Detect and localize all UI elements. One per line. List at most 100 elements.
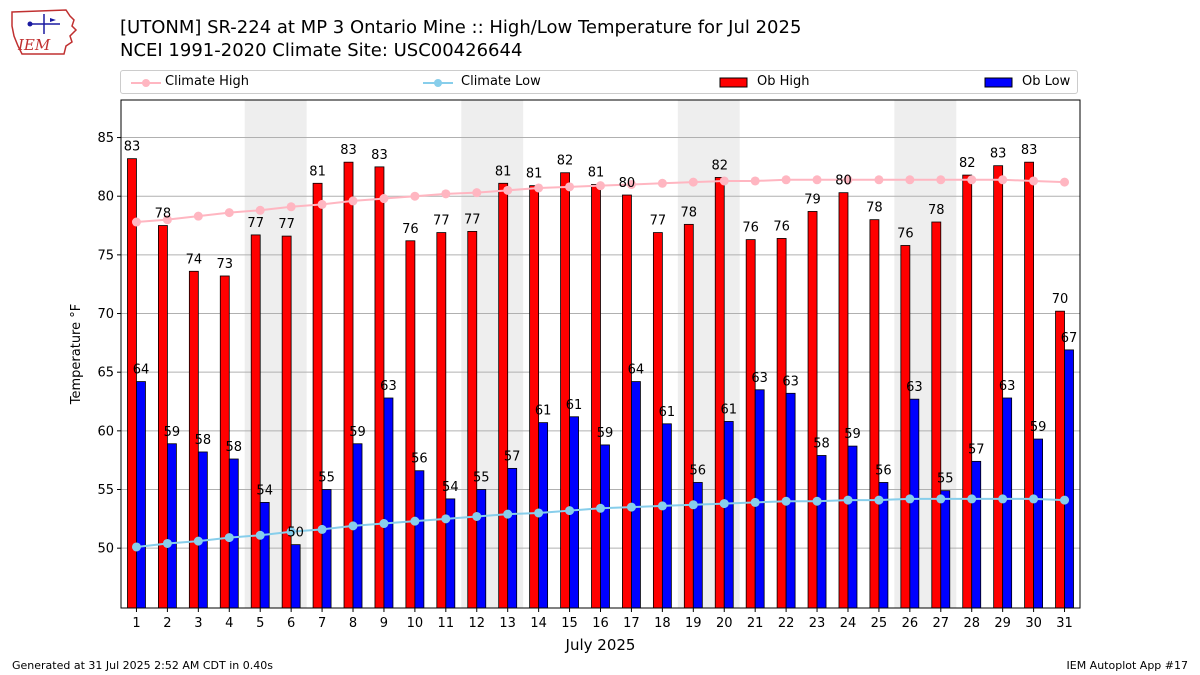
climate-low-point bbox=[410, 516, 420, 526]
x-tick-label: 22 bbox=[778, 616, 795, 631]
ob-high-label: 82 bbox=[557, 154, 574, 169]
ob-high-label: 73 bbox=[217, 257, 234, 272]
ob-low-label: 58 bbox=[813, 436, 830, 451]
climate-low-point bbox=[719, 499, 729, 509]
climate-low-point bbox=[565, 506, 575, 516]
ob-high-bar bbox=[714, 177, 725, 609]
x-tick-label: 24 bbox=[840, 616, 857, 631]
climate-high-point bbox=[843, 175, 853, 185]
ob-low-bar bbox=[723, 421, 734, 609]
ob-high-bar bbox=[436, 232, 447, 609]
legend-item-ob-high: Ob High bbox=[719, 74, 810, 89]
x-tick-label: 12 bbox=[468, 616, 485, 631]
x-tick-label: 23 bbox=[809, 616, 826, 631]
ob-low-bar bbox=[321, 489, 332, 609]
ob-high-label: 78 bbox=[928, 203, 945, 218]
ob-high-label: 79 bbox=[804, 192, 821, 207]
chart-subtitle: NCEI 1991-2020 Climate Site: USC00426644 bbox=[120, 40, 523, 61]
ob-high-label: 78 bbox=[866, 201, 883, 216]
x-tick-label: 14 bbox=[530, 616, 547, 631]
ob-low-bar bbox=[507, 467, 518, 609]
ob-high-bar bbox=[560, 172, 570, 609]
x-tick-label: 18 bbox=[654, 616, 671, 631]
climate-high-point bbox=[224, 208, 234, 218]
ob-high-label: 81 bbox=[309, 164, 326, 179]
ob-low-label: 50 bbox=[287, 526, 304, 541]
app-credit: IEM Autoplot App #17 bbox=[1066, 659, 1189, 672]
ob-low-label: 59 bbox=[844, 427, 861, 442]
climate-high-point bbox=[410, 191, 420, 201]
ob-low-bar bbox=[1033, 438, 1043, 609]
ob-high-label: 77 bbox=[278, 217, 295, 232]
ob-low-label: 58 bbox=[195, 433, 212, 448]
ob-high-label: 80 bbox=[835, 174, 852, 189]
ob-high-bar bbox=[591, 184, 601, 609]
ob-low-bar bbox=[847, 445, 858, 609]
x-tick-label: 30 bbox=[1025, 616, 1042, 631]
ob-high-bar bbox=[405, 240, 416, 609]
climate-high-point bbox=[936, 175, 946, 185]
ob-low-bar bbox=[909, 398, 920, 609]
ob-low-label: 67 bbox=[1061, 331, 1078, 346]
climate-low-point bbox=[874, 495, 884, 505]
climate-high-point bbox=[1060, 177, 1070, 187]
climate-low-point bbox=[224, 533, 234, 543]
climate-low-point bbox=[379, 519, 389, 529]
ob-low-bar bbox=[1064, 349, 1074, 609]
x-tick-label: 27 bbox=[933, 616, 950, 631]
climate-low-point bbox=[348, 521, 358, 531]
climate-low-point bbox=[967, 494, 977, 504]
x-tick-label: 25 bbox=[871, 616, 888, 631]
climate-low-point bbox=[688, 500, 698, 510]
climate-low-point bbox=[936, 494, 946, 504]
climate-high-swatch-icon bbox=[131, 79, 161, 87]
ob-low-bar bbox=[414, 470, 425, 609]
ob-high-bar bbox=[281, 235, 292, 609]
climate-high-point bbox=[193, 211, 203, 221]
ob-high-label: 83 bbox=[124, 140, 141, 155]
ob-high-label: 77 bbox=[650, 214, 667, 229]
ob-high-label: 70 bbox=[1052, 292, 1069, 307]
x-tick-label: 9 bbox=[380, 616, 388, 631]
ob-low-bar bbox=[940, 490, 951, 609]
ob-high-label: 83 bbox=[371, 148, 388, 163]
climate-high-point bbox=[626, 179, 636, 189]
ob-low-label: 59 bbox=[164, 425, 181, 440]
ob-high-bar bbox=[343, 161, 354, 609]
climate-high-point bbox=[379, 194, 389, 204]
ob-high-label: 81 bbox=[526, 167, 543, 182]
climate-high-point bbox=[967, 175, 977, 185]
climate-low-point bbox=[998, 494, 1008, 504]
chart-legend: Climate High Climate Low Ob High Ob Low bbox=[120, 70, 1078, 94]
ob-low-label: 56 bbox=[411, 452, 428, 467]
climate-low-point bbox=[812, 496, 822, 506]
ob-high-label: 77 bbox=[464, 212, 481, 227]
climate-low-point bbox=[1060, 495, 1070, 505]
ob-high-bar bbox=[745, 239, 756, 609]
ob-high-bar bbox=[869, 219, 880, 609]
logo-text: IEM bbox=[17, 36, 51, 54]
climate-high-point bbox=[874, 175, 884, 185]
climate-high-point bbox=[719, 176, 729, 186]
ob-low-label: 59 bbox=[1030, 420, 1047, 435]
x-tick-label: 6 bbox=[287, 616, 295, 631]
climate-high-point bbox=[688, 177, 698, 187]
ob-low-label: 54 bbox=[256, 483, 273, 498]
ob-low-label: 63 bbox=[782, 374, 799, 389]
ob-high-label: 83 bbox=[1021, 143, 1038, 158]
ob-high-bar bbox=[776, 238, 787, 609]
ob-high-bar bbox=[900, 245, 911, 609]
ob-low-label: 55 bbox=[937, 472, 954, 487]
ob-high-label: 83 bbox=[990, 147, 1007, 162]
ob-low-label: 59 bbox=[349, 425, 366, 440]
ob-low-label: 61 bbox=[720, 402, 737, 417]
ob-low-bar bbox=[476, 489, 487, 609]
climate-low-swatch-icon bbox=[423, 79, 453, 87]
ob-low-label: 61 bbox=[535, 404, 552, 419]
climate-high-point bbox=[317, 199, 327, 209]
y-tick-label: 80 bbox=[97, 190, 114, 205]
climate-low-point bbox=[657, 501, 667, 511]
ob-low-label: 64 bbox=[133, 363, 150, 378]
climate-low-point bbox=[626, 502, 636, 512]
ob-low-label: 63 bbox=[380, 379, 397, 394]
